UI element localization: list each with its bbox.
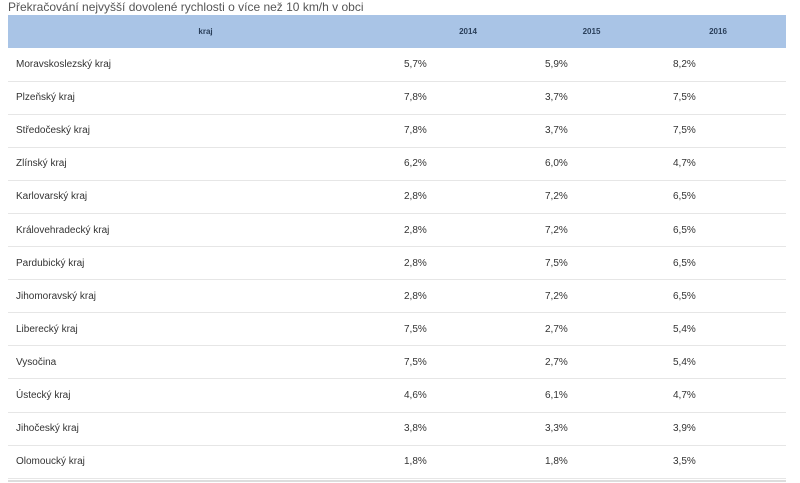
table-row: Vysočina 7,5% 2,7% 5,4%	[8, 346, 786, 379]
table-row: Královehradecký kraj 2,8% 7,2% 6,5%	[8, 213, 786, 247]
header-row: kraj 2014 2015 2016	[8, 15, 786, 48]
column-header-year: 2016	[709, 27, 727, 36]
table-row: Středočeský kraj 7,8% 3,7% 7,5%	[8, 114, 786, 148]
table-row: Plzeňský kraj 7,8% 3,7% 7,5%	[8, 81, 786, 115]
value-cell: 6,1%	[545, 389, 568, 401]
column-header-year: 2014	[459, 27, 477, 36]
value-cell: 7,5%	[673, 92, 696, 104]
region-cell: Olomoucký kraj	[16, 456, 85, 468]
value-cell: 7,5%	[545, 257, 568, 269]
region-cell: Moravskoslezský kraj	[16, 58, 112, 70]
value-cell: 2,7%	[545, 323, 568, 335]
value-cell: 4,7%	[673, 158, 696, 170]
value-cell: 3,8%	[404, 423, 427, 435]
table-row: Karlovarský kraj 2,8% 7,2% 6,5%	[8, 180, 786, 214]
value-cell: 3,5%	[673, 456, 696, 468]
value-cell: 5,9%	[545, 58, 568, 70]
value-cell: 2,8%	[404, 257, 427, 269]
table-title: Překračování nejvyšší dovolené rychlosti…	[8, 0, 364, 14]
value-cell: 3,3%	[545, 423, 568, 435]
table-row: Liberecký kraj 7,5% 2,7% 5,4%	[8, 313, 786, 346]
column-header-year: 2015	[582, 27, 601, 36]
region-cell: Jihomoravský kraj	[16, 290, 97, 302]
region-cell: Středočeský kraj	[16, 125, 90, 137]
value-cell: 7,2%	[545, 224, 568, 236]
value-cell: 5,4%	[673, 356, 696, 368]
value-cell: 8,2%	[673, 58, 696, 70]
region-cell: Zlínský kraj	[16, 158, 67, 170]
region-cell: Vysočina	[16, 356, 57, 368]
value-cell: 4,6%	[404, 389, 427, 401]
value-cell: 5,7%	[404, 58, 427, 70]
table-row: Zlínský kraj 6,2% 6,0% 4,7%	[8, 147, 786, 181]
region-cell: Liberecký kraj	[16, 323, 78, 335]
value-cell: 4,7%	[673, 389, 696, 401]
value-cell: 2,8%	[404, 290, 427, 302]
value-cell: 3,7%	[545, 125, 568, 137]
value-cell: 1,8%	[404, 456, 427, 468]
table-row: Ústecký kraj 4,6% 6,1% 4,7%	[8, 379, 786, 413]
value-cell: 6,0%	[545, 158, 568, 170]
value-cell: 7,2%	[545, 290, 568, 302]
region-cell: Královehradecký kraj	[16, 224, 110, 236]
table-row: Moravskoslezský kraj 5,7% 5,9% 8,2%	[8, 48, 786, 82]
table-body: Moravskoslezský kraj 5,7% 5,9% 8,2% Plzeňský…	[8, 48, 786, 479]
value-cell: 1,8%	[545, 456, 568, 468]
table-row: Olomoucký kraj 1,8% 1,8% 3,5%	[8, 445, 786, 479]
value-cell: 6,5%	[673, 224, 696, 236]
value-cell: 6,5%	[673, 257, 696, 269]
value-cell: 2,8%	[404, 191, 427, 203]
value-cell: 7,5%	[673, 125, 696, 137]
value-cell: 6,5%	[673, 191, 696, 203]
table-bottom-border	[8, 480, 786, 482]
value-cell: 7,5%	[404, 356, 427, 368]
value-cell: 5,4%	[673, 323, 696, 335]
value-cell: 3,9%	[673, 423, 696, 435]
table-row: Jihočeský kraj 3,8% 3,3% 3,9%	[8, 412, 786, 446]
value-cell: 2,8%	[404, 224, 427, 236]
value-cell: 2,7%	[545, 356, 568, 368]
data-table: kraj 2014 2015 2016 Moravskoslezský kraj 5,7…	[8, 15, 786, 479]
value-cell: 7,8%	[404, 125, 427, 137]
value-cell: 7,2%	[545, 191, 568, 203]
value-cell: 7,5%	[404, 323, 427, 335]
value-cell: 6,5%	[673, 290, 696, 302]
value-cell: 3,7%	[545, 92, 568, 104]
table-row: Jihomoravský kraj 2,8% 7,2% 6,5%	[8, 280, 786, 313]
table-row: Pardubický kraj 2,8% 7,5% 6,5%	[8, 247, 786, 280]
region-cell: Jihočeský kraj	[16, 423, 79, 435]
region-cell: Plzeňský kraj	[16, 92, 75, 104]
value-cell: 7,8%	[404, 92, 427, 104]
region-cell: Ústecký kraj	[16, 389, 71, 401]
column-header-region: kraj	[198, 27, 213, 36]
region-cell: Karlovarský kraj	[16, 191, 88, 203]
value-cell: 6,2%	[404, 158, 427, 170]
region-cell: Pardubický kraj	[16, 257, 85, 269]
